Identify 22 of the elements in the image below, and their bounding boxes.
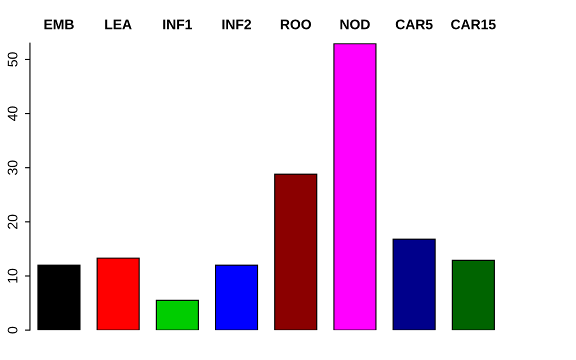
x-tick-label: CAR5 <box>396 20 433 30</box>
x-tick-label: LEA <box>105 20 132 30</box>
y-tick-label: 10 <box>8 268 18 283</box>
x-tick-label: ROO <box>280 20 311 30</box>
bar <box>392 238 436 330</box>
x-tick-label: CAR15 <box>451 20 496 30</box>
bar <box>274 174 318 330</box>
y-tick-label: 40 <box>8 106 18 121</box>
bar <box>333 43 377 330</box>
bar <box>214 264 258 330</box>
bar <box>96 258 140 330</box>
x-tick-label: INF2 <box>222 20 252 30</box>
bar <box>452 260 495 330</box>
x-tick-label: NOD <box>340 20 370 30</box>
y-tick-label: 30 <box>8 160 18 175</box>
y-tick-label: 20 <box>8 214 18 229</box>
x-tick-label: EMB <box>44 20 74 30</box>
bar <box>37 264 81 330</box>
x-tick-label: INF1 <box>163 20 192 30</box>
bar <box>156 300 199 330</box>
y-tick-label: 0 <box>8 326 18 334</box>
y-tick-label: 50 <box>8 52 18 67</box>
